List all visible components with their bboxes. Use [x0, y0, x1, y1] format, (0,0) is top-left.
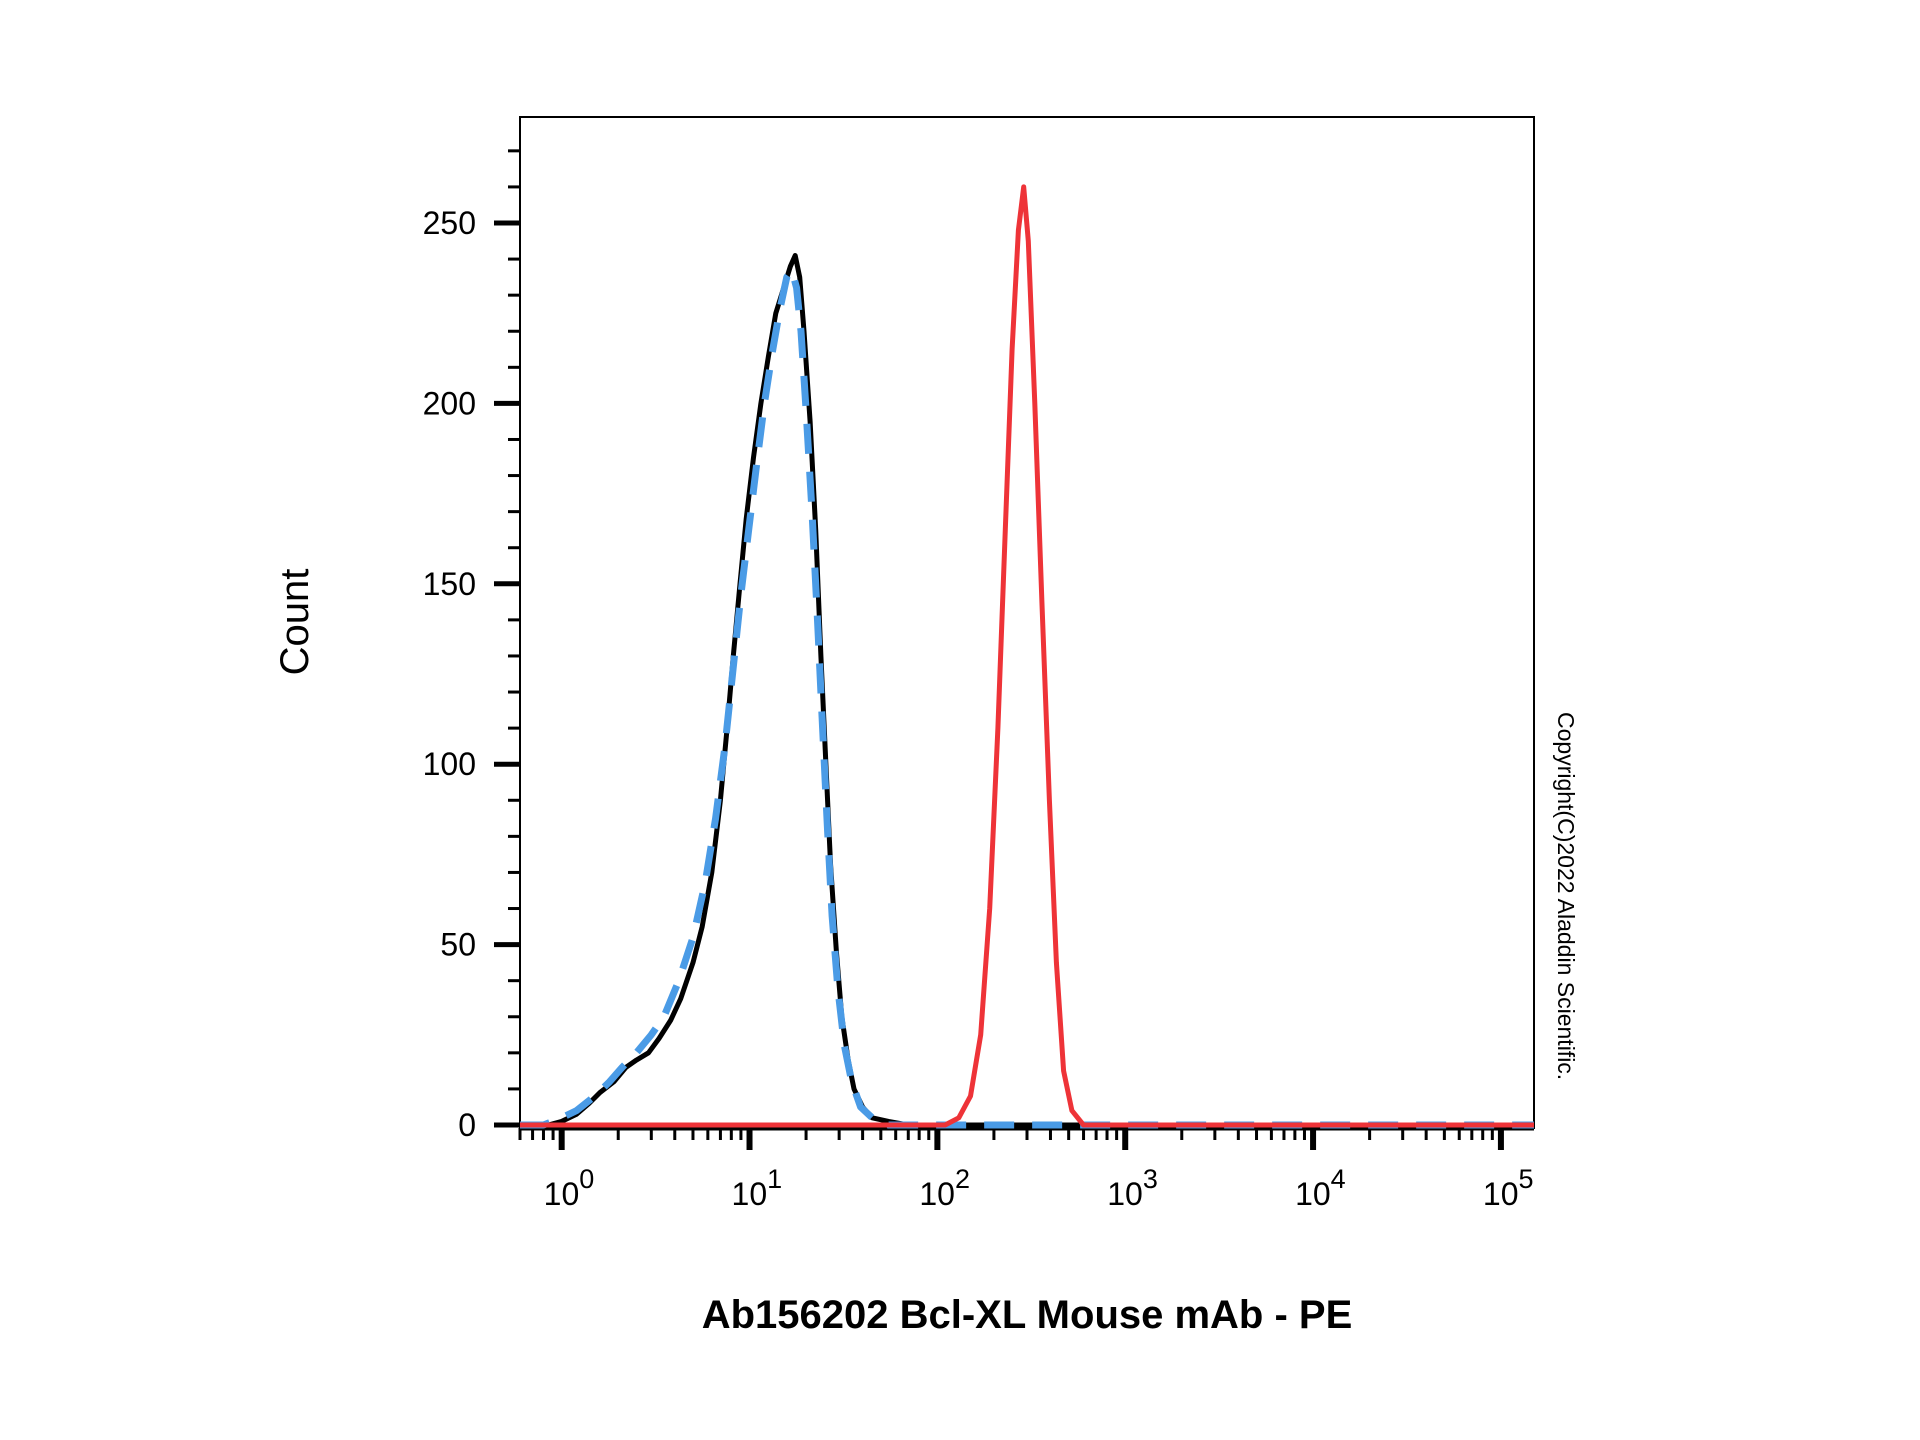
y-tick-label: 150: [423, 566, 476, 602]
x-tick-label: 103: [1107, 1164, 1158, 1212]
y-axis: 0 50 100 150 200 250: [423, 149, 520, 1143]
x-axis: 100 101 102 103 104 105: [518, 1125, 1534, 1212]
x-tick-label: 101: [732, 1164, 783, 1212]
y-axis-title: Count: [273, 569, 317, 676]
y-tick-label: 50: [440, 927, 476, 963]
y-tick-label: 100: [423, 746, 476, 782]
x-tick-label: 102: [919, 1164, 970, 1212]
x-tick-label: 100: [544, 1164, 595, 1212]
x-axis-title: Ab156202 Bcl-XL Mouse mAb - PE: [702, 1293, 1353, 1337]
series-line-3: [520, 184, 1534, 1128]
copyright-text: Copyright(C)2022 Aladdin Scientific.: [1553, 712, 1579, 1080]
x-tick-label: 105: [1483, 1164, 1534, 1212]
x-tick-label: 104: [1295, 1164, 1346, 1212]
y-tick-label: 0: [458, 1107, 476, 1143]
series-layer: [520, 184, 1534, 1129]
y-tick-label: 200: [423, 385, 476, 421]
series-line-2: [520, 266, 1534, 1129]
y-tick-label: 250: [423, 205, 476, 241]
